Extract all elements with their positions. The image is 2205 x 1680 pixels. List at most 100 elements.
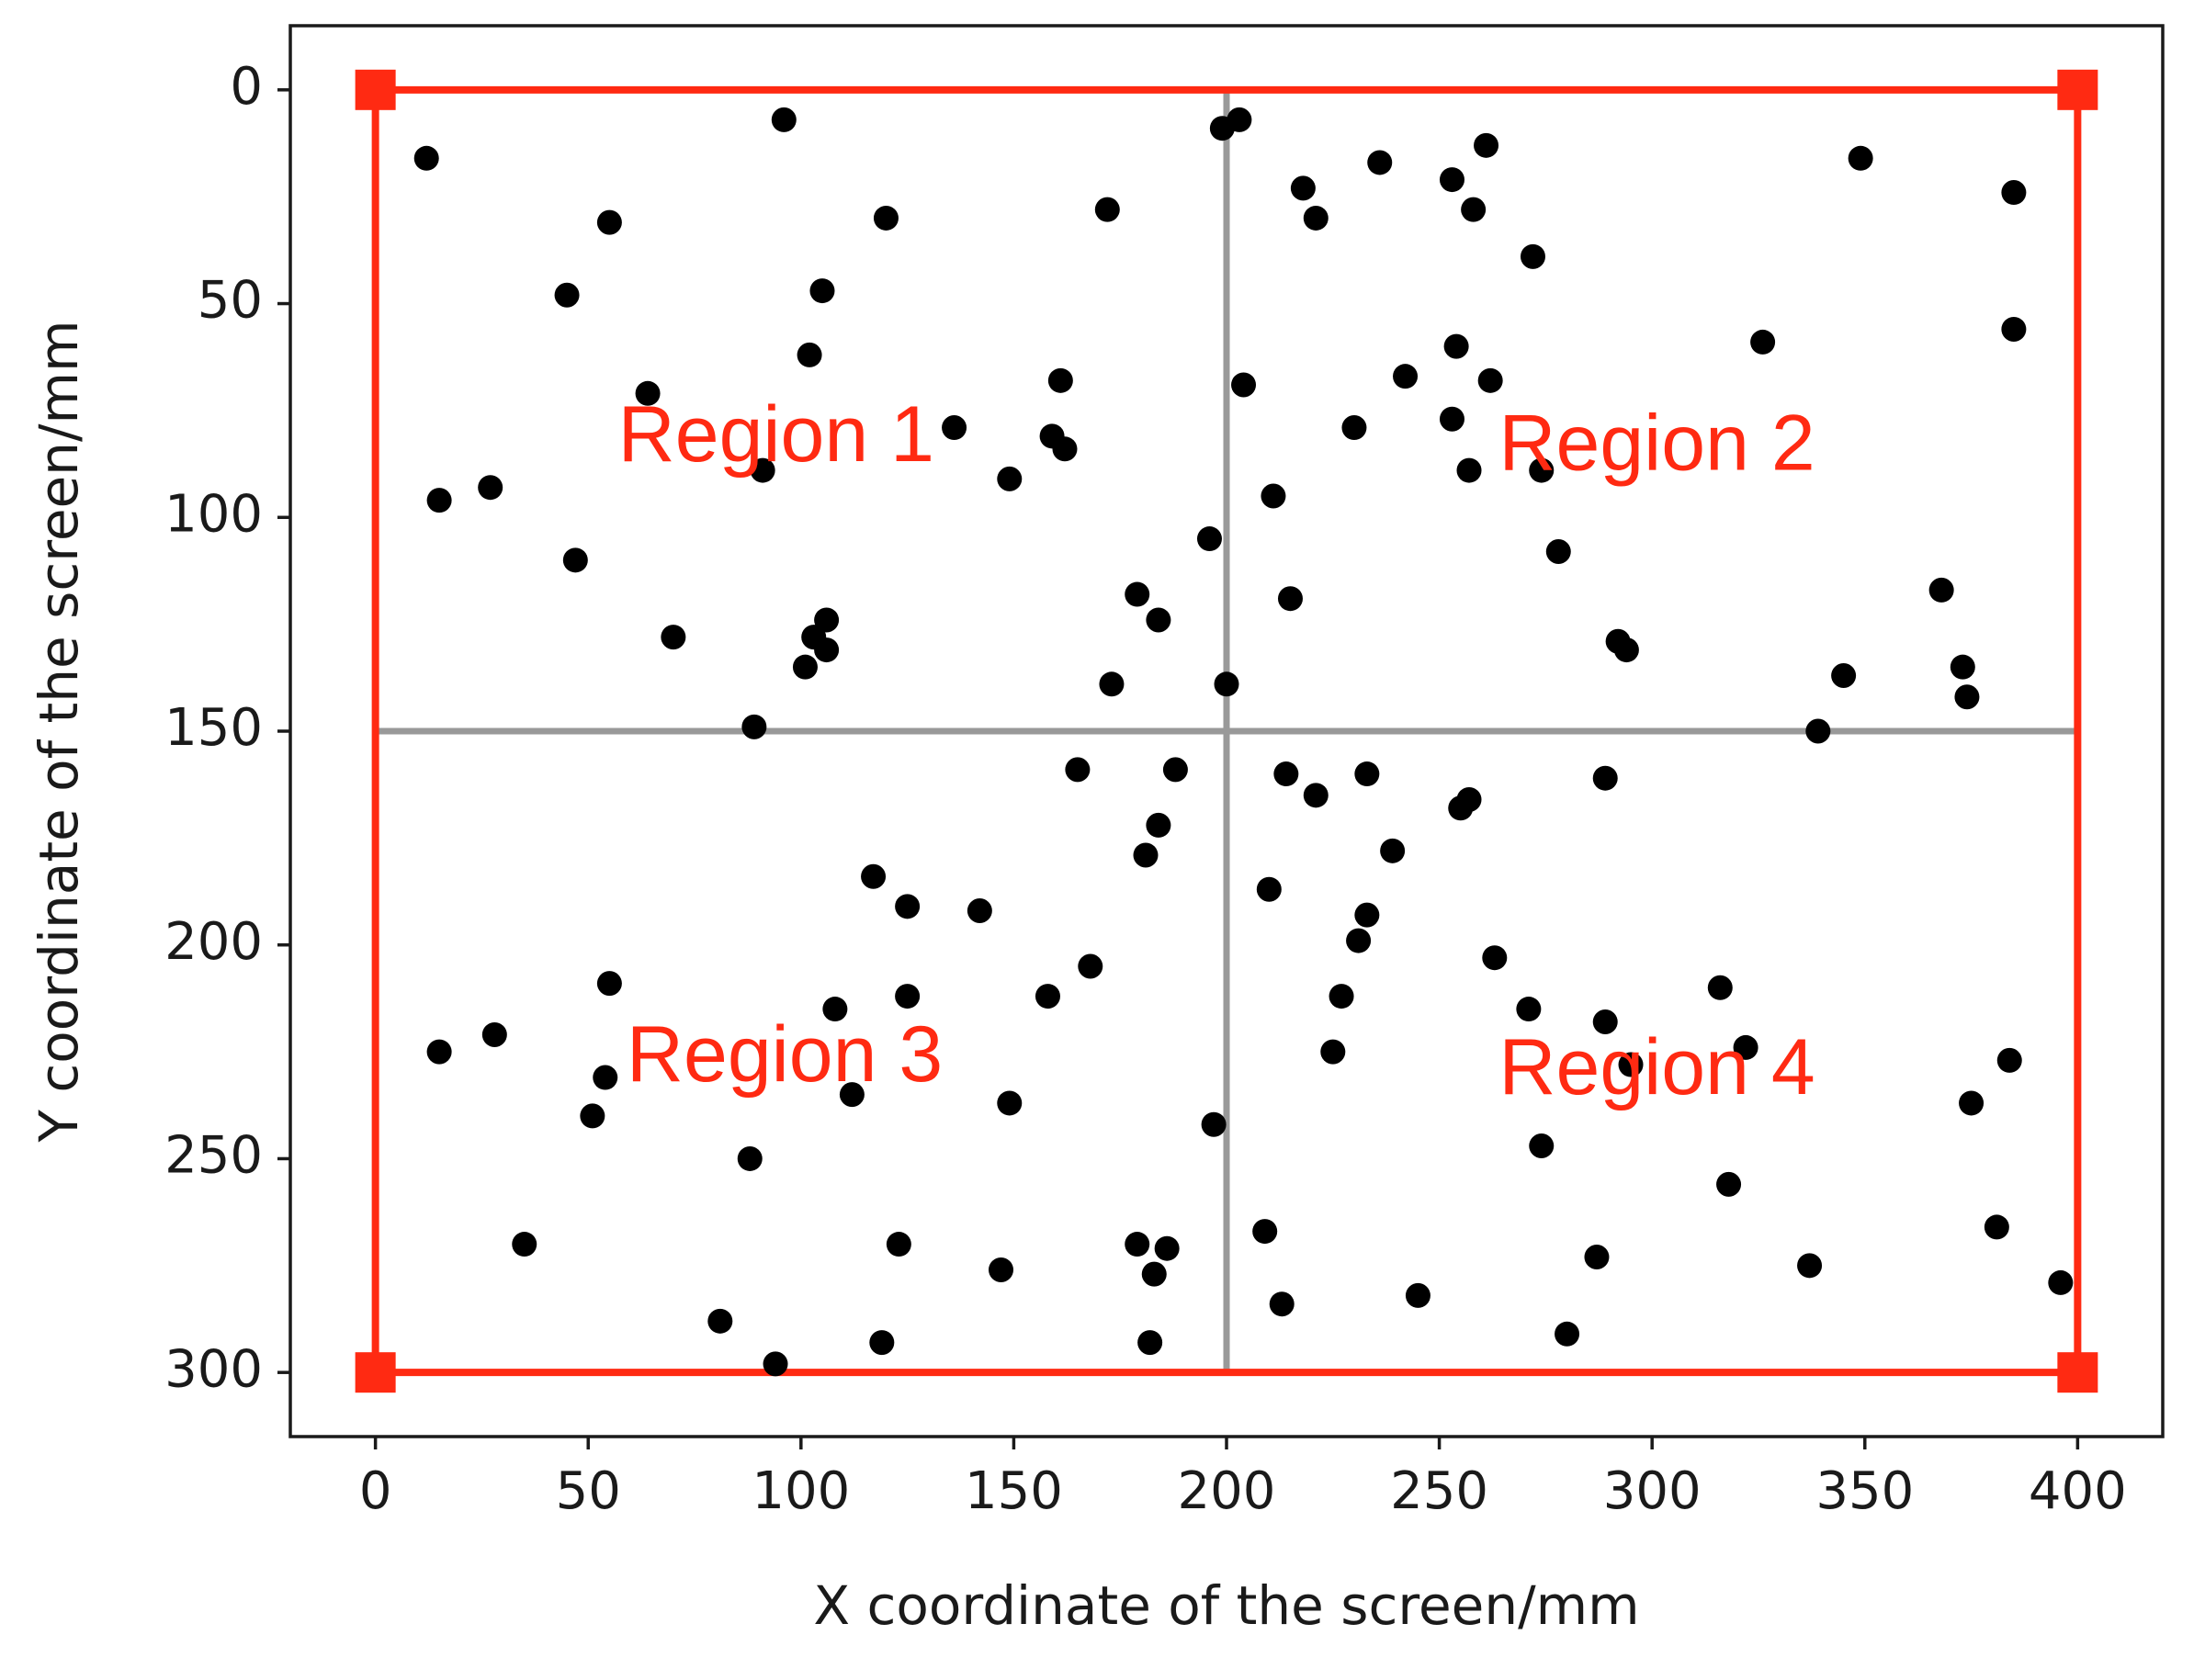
data-point [1954, 684, 1980, 710]
data-point [1256, 876, 1282, 902]
data-point [1196, 526, 1222, 552]
data-point [512, 1232, 537, 1257]
data-point [1261, 483, 1286, 509]
x-tick-label: 300 [1603, 1461, 1702, 1521]
data-point [1094, 197, 1120, 222]
data-point [1273, 761, 1299, 787]
region-label-1: Region 1 [618, 390, 934, 479]
data-point [1367, 150, 1393, 175]
data-point [1996, 1047, 2022, 1073]
data-point [1545, 539, 1571, 565]
data-point [869, 1330, 895, 1356]
x-tick-label: 250 [1390, 1461, 1488, 1521]
data-point [1099, 671, 1125, 697]
data-point [635, 380, 661, 406]
data-point [1520, 243, 1545, 269]
data-point [1592, 765, 1618, 791]
data-point [1618, 1052, 1644, 1077]
data-point [1125, 1232, 1150, 1257]
data-point [1805, 718, 1831, 744]
boundary-corner-marker [2057, 1352, 2098, 1393]
data-point [1950, 654, 1975, 680]
data-point [478, 475, 503, 501]
data-point [1456, 786, 1482, 812]
data-point [1231, 372, 1257, 398]
boundary-corner-marker [2057, 69, 2098, 110]
data-point [580, 1103, 605, 1129]
data-point [1797, 1253, 1823, 1279]
data-point [593, 1065, 618, 1090]
data-point [1393, 364, 1419, 389]
data-point [562, 547, 588, 573]
data-point [989, 1257, 1014, 1282]
data-point [1252, 1219, 1278, 1245]
data-point [1125, 581, 1150, 607]
data-point [413, 145, 439, 171]
data-point [942, 415, 967, 441]
data-point [481, 1021, 507, 1047]
data-point [2001, 180, 2027, 206]
data-point [750, 457, 775, 483]
region-label-2: Region 2 [1498, 400, 1815, 488]
data-point [1269, 1291, 1295, 1317]
data-point [596, 209, 622, 235]
data-point [1277, 586, 1303, 612]
data-point [1141, 1261, 1167, 1287]
data-point [1346, 928, 1372, 953]
data-point [2048, 1269, 2074, 1295]
data-point [426, 1039, 452, 1065]
data-point [997, 466, 1023, 491]
data-point [1555, 1321, 1580, 1347]
data-point [554, 282, 580, 308]
data-point [1848, 145, 1873, 171]
data-point [1329, 984, 1354, 1009]
data-point [792, 654, 818, 680]
data-point [1928, 577, 1954, 603]
data-point [895, 984, 921, 1009]
data-point [839, 1082, 865, 1108]
data-point [814, 637, 840, 663]
data-point [737, 1145, 763, 1171]
data-point [1303, 783, 1329, 808]
data-point [1482, 945, 1508, 971]
data-point [1477, 367, 1503, 393]
data-point [1439, 406, 1464, 432]
y-axis-label: Y coordinate of the screen/mm [28, 321, 90, 1144]
data-point [1320, 1039, 1346, 1065]
data-point [1154, 1235, 1180, 1261]
data-point [1831, 662, 1857, 688]
data-point [1146, 812, 1171, 838]
data-point [1214, 671, 1239, 697]
x-tick-label: 50 [556, 1461, 621, 1521]
x-axis-ticks: 0 50 100 150 200 250 300 350 400 [359, 1437, 2127, 1521]
data-point [1047, 367, 1073, 393]
data-point [873, 205, 899, 231]
data-point [1984, 1214, 2009, 1240]
y-tick-label: 300 [164, 1339, 263, 1399]
data-point [1733, 1034, 1758, 1060]
data-point [1078, 953, 1103, 979]
data-point [1354, 902, 1380, 928]
data-point [1592, 1009, 1618, 1035]
x-tick-label: 150 [965, 1461, 1063, 1521]
x-axis-label: X coordinate of the screen/mm [813, 1574, 1639, 1637]
data-point [886, 1232, 911, 1257]
x-tick-label: 200 [1178, 1461, 1276, 1521]
data-point [1227, 107, 1252, 132]
data-point [1707, 975, 1733, 1000]
data-point [1439, 167, 1464, 193]
data-point [1290, 175, 1316, 201]
data-point [2001, 316, 2027, 342]
data-point [822, 997, 848, 1022]
x-tick-label: 100 [752, 1461, 850, 1521]
data-point [1354, 761, 1380, 787]
data-point [1146, 607, 1171, 633]
data-point [741, 714, 767, 739]
data-point [1461, 197, 1487, 222]
data-point [1341, 415, 1367, 441]
screen-boundary [355, 69, 2098, 1393]
data-point [707, 1308, 733, 1334]
data-points [413, 107, 2074, 1377]
data-point [797, 342, 822, 367]
